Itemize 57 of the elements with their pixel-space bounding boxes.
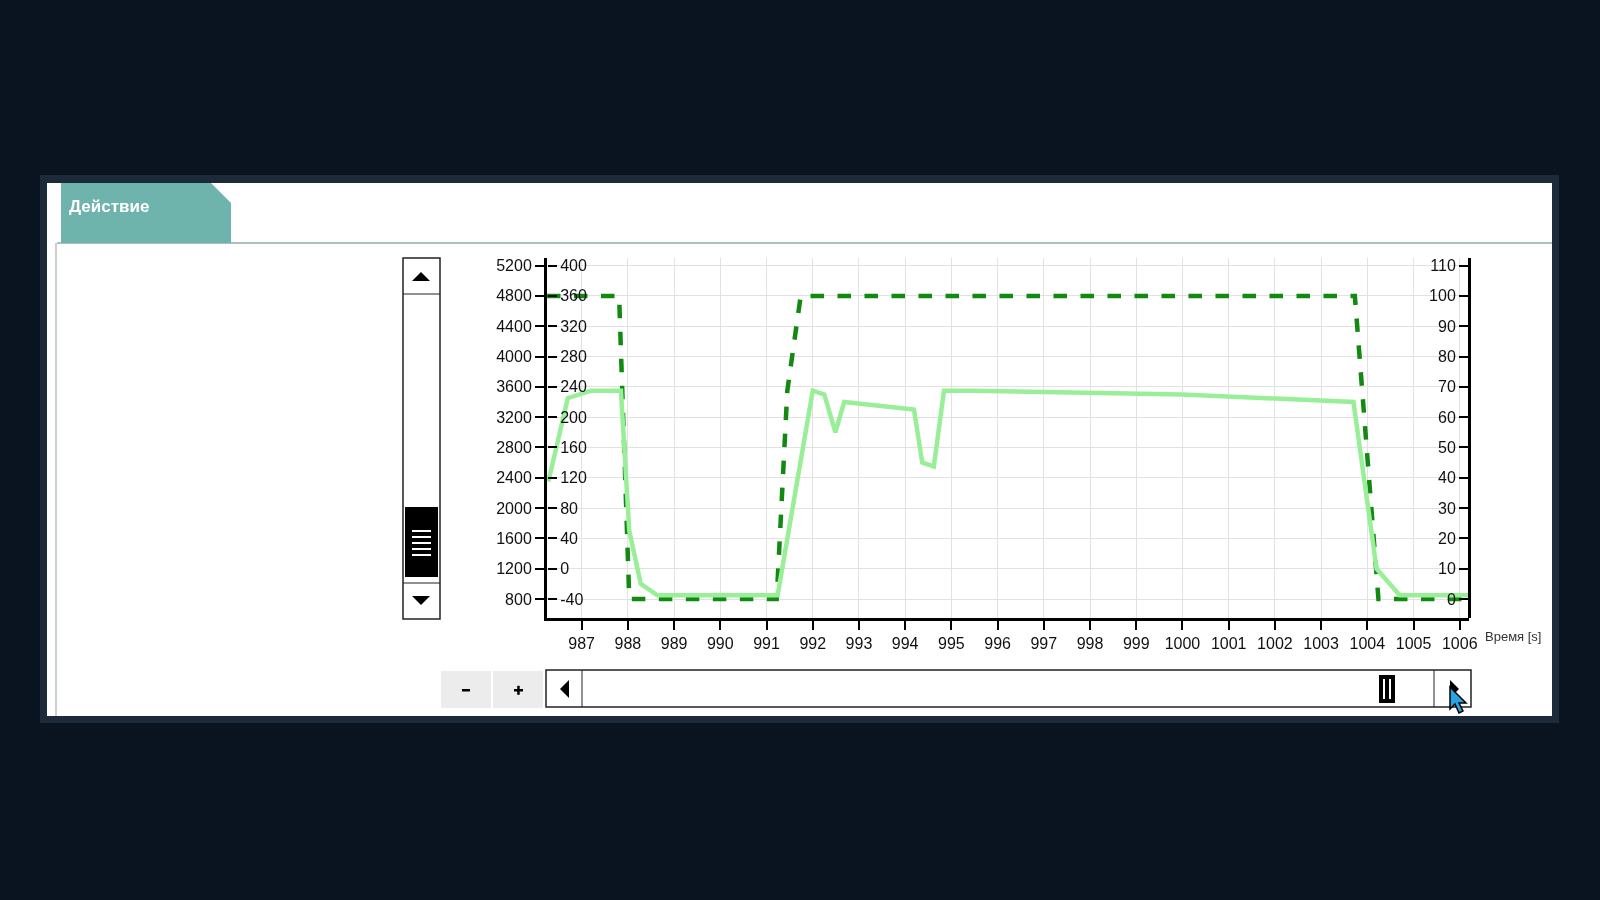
y-tick-label: 1600 [496,530,532,548]
y3-tick-label: 60 [1438,408,1456,426]
y-tick-label: 3200 [496,408,532,426]
x-tick-label: 996 [984,635,1012,653]
x-tick-label: 1005 [1395,635,1432,653]
y-tick-label: 800 [505,590,532,608]
y3-tick-label: 70 [1438,378,1456,396]
x-tick-label: 998 [1076,635,1104,653]
x-tick-label: 999 [1122,635,1150,653]
x-axis-title: Время [s] [1485,629,1542,644]
y2-tick-label: -40 [560,590,584,608]
x-tick-label: 1000 [1164,635,1201,653]
y2-tick-label: 120 [560,469,587,487]
y3-tick-label: 80 [1438,348,1456,366]
y2-tick-label: 320 [560,317,587,335]
x-tick-label: 990 [706,635,734,653]
x-tick-label: 997 [1030,635,1058,653]
y-tick-label: 5200 [496,257,532,275]
y3-tick-label: 30 [1438,499,1456,517]
y3-tick-label: 10 [1438,560,1456,578]
y-tick-label: 2000 [496,499,532,517]
y-tick-label: 2800 [496,439,532,457]
y2-tick-label: 280 [560,348,587,366]
y2-tick-label: 160 [560,439,587,457]
y3-tick-label: 100 [1429,287,1456,305]
text: Действие [61,183,231,243]
y2-tick-label: 360 [560,287,587,305]
y-tick-label: 3600 [496,378,532,396]
x-tick-label: 1002 [1257,635,1293,653]
x-tick-label: 987 [568,635,596,653]
y-tick-label: 4000 [496,348,532,366]
y2-tick-label: 80 [560,499,579,517]
y3-tick-label: 20 [1438,530,1456,548]
y2-tick-label: 240 [560,378,587,396]
y3-tick-label: 40 [1438,469,1456,487]
y2-tick-label: 400 [560,257,587,275]
y-tick-label: 4800 [496,287,532,305]
x-tick-label: 991 [753,635,780,653]
y-tick-label: 4400 [496,317,532,335]
x-tick-label: 988 [614,635,642,653]
y3-tick-label: 90 [1438,317,1456,335]
x-tick-label: 994 [891,635,919,653]
y3-tick-label: 50 [1438,439,1456,457]
x-tick-label: 1006 [1441,635,1478,653]
x-tick-label: 993 [845,635,873,653]
x-tick-label: 1003 [1303,635,1340,653]
x-tick-label: 1001 [1210,635,1247,653]
y-tick-label: 1200 [496,560,532,578]
y3-tick-label: 110 [1430,257,1456,275]
x-tick-label: 1004 [1349,635,1386,653]
y-tick-label: 2400 [496,469,532,487]
x-tick-label: 989 [660,635,688,653]
y2-tick-label: 0 [560,560,570,578]
x-tick-label: 995 [938,635,965,653]
x-tick-label: 992 [799,635,827,653]
y2-tick-label: 40 [560,530,579,548]
y2-tick-label: 200 [560,408,587,426]
